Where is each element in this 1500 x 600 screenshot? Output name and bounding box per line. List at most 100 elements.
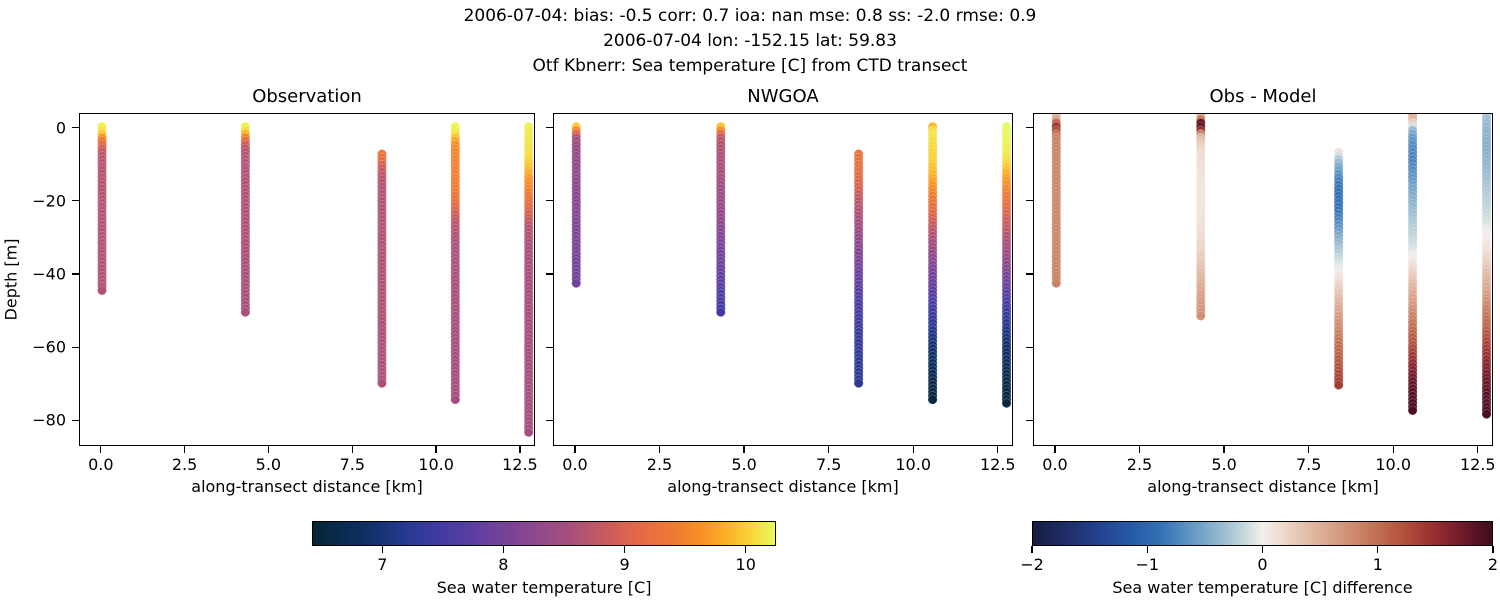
x-axis-label-observation: along-transect distance [km]	[191, 477, 423, 496]
x-tick	[351, 446, 353, 453]
colorbar-tick	[745, 546, 747, 553]
x-tick-label: 7.5	[339, 455, 366, 474]
y-tick	[72, 273, 79, 275]
y-tick-label: −20	[32, 191, 66, 211]
x-tick	[267, 446, 270, 453]
figure-title-line1: 2006-07-04: bias: -0.5 corr: 0.7 ioa: na…	[463, 6, 1037, 26]
colorbar-tick-label: −2	[1020, 555, 1044, 574]
x-tick-label: 10.0	[1375, 455, 1411, 474]
x-tick-label: 2.5	[646, 455, 673, 474]
figure-title: 2006-07-04: bias: -0.5 corr: 0.7 ioa: na…	[0, 4, 1500, 79]
profile-dot	[450, 394, 461, 405]
x-tick	[183, 446, 186, 453]
colorbar-tick-label: 0	[1257, 555, 1268, 574]
colorbar-sea-water-temperature-c-difference	[1032, 521, 1493, 546]
profile-dot	[1333, 379, 1344, 390]
x-tick	[519, 446, 521, 453]
scatter-nwgoa	[571, 121, 1012, 409]
x-tick	[1477, 446, 1479, 453]
panel-title-observation: Observation	[252, 86, 362, 107]
colorbar-tick-label: 7	[377, 555, 388, 574]
x-tick	[743, 446, 745, 453]
colorbar-tick-label: 10	[735, 555, 756, 574]
profile-dot	[571, 278, 582, 289]
colorbar-tick-label: 2	[1487, 555, 1499, 574]
plot-area-observation	[79, 113, 535, 446]
colorbar-tick	[623, 546, 626, 553]
x-tick-label: 10.0	[895, 455, 931, 474]
panel-title-nwgoa: NWGOA	[747, 86, 819, 107]
x-tick-label: 0.0	[1042, 455, 1068, 474]
x-tick	[1392, 446, 1394, 453]
x-tick-label: 12.5	[502, 455, 538, 474]
scatter-observation	[97, 121, 534, 438]
profile-dot	[853, 378, 864, 389]
y-tick	[546, 419, 553, 422]
profile-dot	[1195, 310, 1206, 321]
profile-dot	[240, 307, 251, 318]
y-tick-label: −80	[32, 410, 66, 430]
x-axis-label-nwgoa: along-transect distance [km]	[667, 477, 899, 496]
profile-dot	[97, 285, 108, 296]
colorbar-tick	[1146, 546, 1148, 553]
x-tick	[658, 446, 661, 453]
x-tick	[1054, 446, 1056, 453]
profile-dot	[1481, 409, 1492, 420]
panel-title-obs-model: Obs - Model	[1209, 86, 1317, 107]
figure-title-line2: 2006-07-04 lon: -152.15 lat: 59.83	[603, 31, 897, 51]
profile-dot	[927, 394, 938, 405]
profile-dot	[1001, 398, 1012, 409]
y-tick	[546, 346, 553, 348]
x-tick-label: 0.0	[562, 455, 588, 474]
x-tick-label: 5.0	[731, 455, 757, 474]
x-tick-label: 10.0	[418, 455, 454, 474]
plot-area-nwgoa	[553, 113, 1013, 446]
y-tick	[72, 346, 79, 348]
colorbar-tick	[1261, 546, 1264, 553]
x-tick-label: 12.5	[979, 455, 1016, 474]
y-tick	[1026, 346, 1033, 348]
scatter-obs-model	[1051, 114, 1492, 420]
x-tick	[912, 446, 914, 453]
profile-dot	[1051, 278, 1062, 289]
profile-dot	[376, 378, 387, 389]
y-tick	[1026, 273, 1033, 275]
y-tick-label: −40	[32, 264, 66, 284]
x-tick-label: 2.5	[1126, 455, 1153, 474]
colorbar-sea-water-temperature-c	[312, 521, 776, 546]
x-tick-label: 12.5	[1459, 455, 1496, 474]
y-tick	[1026, 200, 1033, 202]
x-tick-label: 5.0	[1211, 455, 1237, 474]
y-tick	[72, 200, 79, 202]
colorbar-label-1: Sea water temperature [C] difference	[1112, 578, 1413, 597]
y-tick	[546, 200, 553, 202]
x-tick	[1308, 446, 1310, 453]
x-tick	[1223, 446, 1225, 453]
x-tick	[574, 446, 576, 453]
x-tick-label: 5.0	[255, 455, 282, 474]
figure-title-line3: Otf Kbnerr: Sea temperature [C] from CTD…	[532, 56, 968, 76]
x-tick	[100, 446, 102, 453]
y-tick	[72, 419, 79, 422]
y-axis-label: Depth [m]	[1, 238, 21, 320]
x-tick	[828, 446, 830, 453]
profile-dot	[715, 307, 726, 318]
colorbar-tick-label: 8	[498, 555, 509, 574]
colorbar-label-0: Sea water temperature [C]	[436, 578, 652, 597]
colorbar-tick-label: 1	[1372, 555, 1383, 574]
plot-area-obs-model	[1033, 113, 1493, 446]
x-tick-label: 7.5	[1295, 455, 1322, 474]
colorbar-tick-label: 9	[619, 555, 630, 574]
x-tick	[1138, 446, 1141, 453]
y-tick	[546, 273, 553, 275]
colorbar-tick	[1492, 546, 1494, 553]
x-tick-label: 0.0	[88, 455, 114, 474]
colorbar-tick-label: −1	[1135, 555, 1160, 574]
y-tick	[1026, 126, 1033, 129]
y-tick	[546, 126, 553, 129]
x-tick-label: 7.5	[815, 455, 842, 474]
y-tick-label: 0	[55, 118, 66, 138]
colorbar-tick	[502, 546, 505, 553]
y-tick-label: −60	[32, 337, 66, 357]
